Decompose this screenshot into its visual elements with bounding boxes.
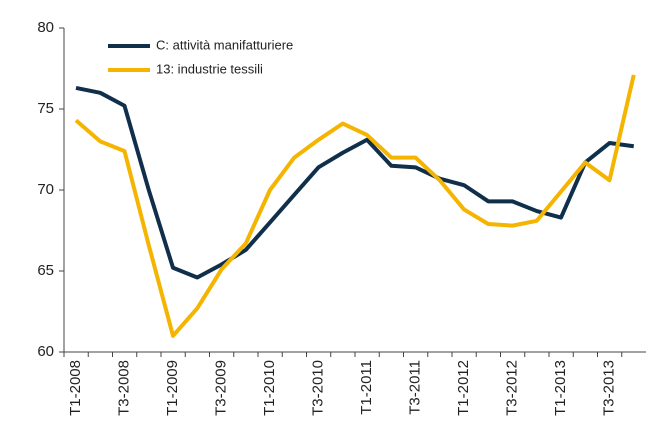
x-tick-label: T1-2009: [164, 360, 181, 416]
legend-label: 13: industrie tessili: [156, 61, 263, 76]
x-tick-label: T3-2011: [406, 360, 423, 415]
x-tick-label: T3-2010: [309, 360, 326, 416]
x-tick-label: T3-2012: [503, 360, 520, 416]
y-tick-label: 65: [37, 262, 54, 279]
x-tick-label: T1-2010: [261, 360, 278, 416]
x-tick-label: T1-2012: [455, 360, 472, 416]
x-tick-label: T3-2008: [115, 360, 132, 416]
series-line: [74, 74, 636, 338]
y-tick-label: 80: [37, 19, 54, 36]
x-tick-label: T1-2011: [358, 360, 375, 415]
x-tick-label: T1-2013: [552, 360, 569, 416]
x-tick-label: T3-2013: [600, 360, 617, 416]
legend-label: C: attività manifatturiere: [156, 37, 293, 52]
y-tick-label: 60: [37, 343, 54, 360]
x-tick-label: T3-2009: [212, 360, 229, 416]
x-tick-label: T1-2008: [67, 360, 84, 416]
y-tick-label: 75: [37, 100, 54, 117]
y-tick-label: 70: [37, 181, 54, 198]
series-line: [75, 85, 635, 280]
